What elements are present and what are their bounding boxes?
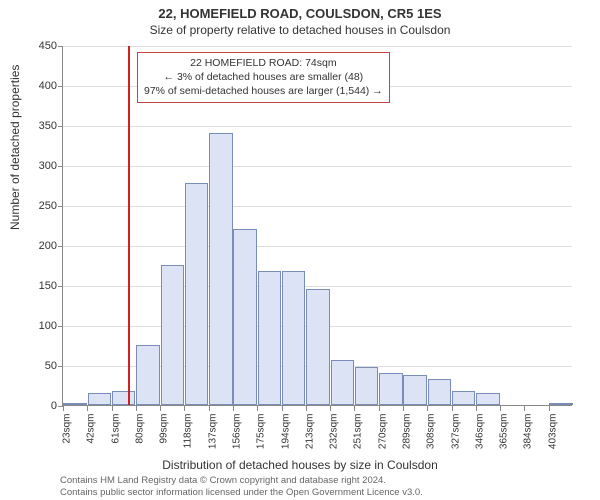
histogram-bar xyxy=(209,133,232,405)
y-tick-mark xyxy=(58,126,63,127)
y-tick-mark xyxy=(58,326,63,327)
histogram-bar xyxy=(452,391,475,405)
histogram-bar xyxy=(258,271,281,405)
footer-text: Contains HM Land Registry data © Crown c… xyxy=(60,475,590,498)
y-tick-label: 400 xyxy=(17,80,57,92)
page-title: 22, HOMEFIELD ROAD, COULSDON, CR5 1ES xyxy=(0,0,600,21)
x-tick-mark xyxy=(233,406,234,411)
y-tick-label: 50 xyxy=(17,360,57,372)
page-subtitle: Size of property relative to detached ho… xyxy=(0,21,600,37)
y-tick-label: 100 xyxy=(17,320,57,332)
x-axis-label: Distribution of detached houses by size … xyxy=(0,458,600,472)
y-tick-mark xyxy=(58,166,63,167)
grid-line xyxy=(63,286,572,287)
x-tick-mark xyxy=(184,406,185,411)
x-tick-mark xyxy=(476,406,477,411)
x-tick-mark xyxy=(403,406,404,411)
histogram-bar xyxy=(112,391,135,405)
callout-box: 22 HOMEFIELD ROAD: 74sqm ← 3% of detache… xyxy=(137,52,390,103)
footer-line-2: Contains public sector information licen… xyxy=(60,487,590,498)
x-tick-mark xyxy=(136,406,137,411)
x-tick-mark xyxy=(282,406,283,411)
x-tick-mark xyxy=(306,406,307,411)
grid-line xyxy=(63,246,572,247)
histogram-bar xyxy=(306,289,329,405)
footer-line-1: Contains HM Land Registry data © Crown c… xyxy=(60,475,590,486)
x-tick-mark xyxy=(87,406,88,411)
x-tick-mark xyxy=(379,406,380,411)
x-tick-mark xyxy=(524,406,525,411)
grid-line xyxy=(63,46,572,47)
y-tick-mark xyxy=(58,46,63,47)
x-tick-mark xyxy=(500,406,501,411)
histogram-bar xyxy=(282,271,305,405)
grid-line xyxy=(63,166,572,167)
grid-line xyxy=(63,126,572,127)
histogram-bar xyxy=(476,393,499,405)
y-tick-mark xyxy=(58,206,63,207)
x-tick-mark xyxy=(452,406,453,411)
y-tick-label: 350 xyxy=(17,120,57,132)
histogram-bar xyxy=(88,393,111,405)
histogram-bar xyxy=(403,375,426,405)
chart-container: { "title": "22, HOMEFIELD ROAD, COULSDON… xyxy=(0,0,600,500)
histogram-bar xyxy=(136,345,159,405)
reference-line xyxy=(128,46,130,405)
y-tick-label: 0 xyxy=(17,400,57,412)
y-tick-mark xyxy=(58,246,63,247)
callout-line-2: ← 3% of detached houses are smaller (48) xyxy=(144,70,383,84)
histogram-bar xyxy=(161,265,184,405)
y-tick-label: 200 xyxy=(17,240,57,252)
x-tick-mark xyxy=(209,406,210,411)
histogram-bar xyxy=(549,403,572,405)
histogram-bar xyxy=(379,373,402,405)
histogram-bar xyxy=(355,367,378,405)
x-tick-mark xyxy=(160,406,161,411)
y-tick-mark xyxy=(58,86,63,87)
plot-area: 05010015020025030035040045023sqm42sqm61s… xyxy=(62,46,572,406)
x-tick-mark xyxy=(549,406,550,411)
y-tick-mark xyxy=(58,286,63,287)
x-tick-mark xyxy=(330,406,331,411)
y-tick-label: 300 xyxy=(17,160,57,172)
x-tick-mark xyxy=(112,406,113,411)
y-tick-label: 250 xyxy=(17,200,57,212)
histogram-bar xyxy=(233,229,256,405)
callout-line-3: 97% of semi-detached houses are larger (… xyxy=(144,84,383,98)
grid-line xyxy=(63,206,572,207)
histogram-bar xyxy=(428,379,451,405)
callout-line-1: 22 HOMEFIELD ROAD: 74sqm xyxy=(144,56,383,70)
histogram-bar xyxy=(185,183,208,405)
y-tick-label: 450 xyxy=(17,40,57,52)
x-tick-mark xyxy=(63,406,64,411)
y-tick-mark xyxy=(58,366,63,367)
x-tick-mark xyxy=(354,406,355,411)
x-tick-mark xyxy=(427,406,428,411)
histogram-bar xyxy=(63,403,86,405)
histogram-bar xyxy=(331,360,354,405)
y-tick-label: 150 xyxy=(17,280,57,292)
x-tick-mark xyxy=(257,406,258,411)
